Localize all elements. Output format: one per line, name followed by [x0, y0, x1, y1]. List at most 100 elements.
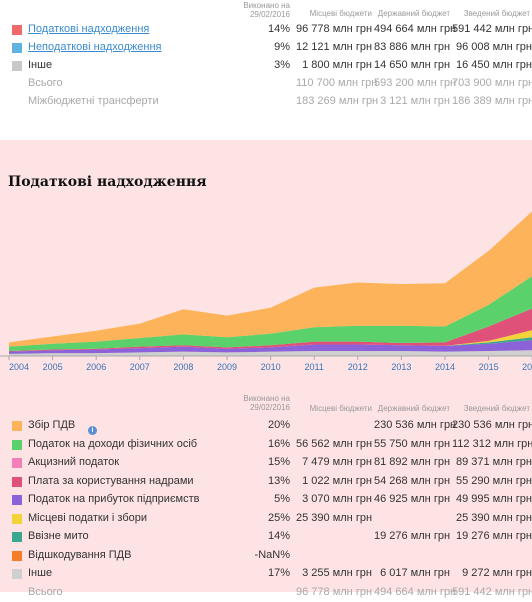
state-budget-value: 46 925 млн грн: [374, 493, 451, 505]
x-tick-label: 2009: [217, 362, 237, 372]
category-label: Ввізне мито: [28, 530, 89, 542]
local-budget-value: 25 390 млн грн: [296, 511, 373, 524]
series-area[interactable]: [9, 211, 532, 347]
consolidated-value: 703 900 млн грн: [452, 77, 532, 89]
table-row: Акцизний податок 15% 7 479 млн грн 81 892 м…: [0, 454, 532, 472]
state-budget-value: 14 650 млн грн: [374, 59, 451, 71]
consolidated-value: 9 272 млн грн: [462, 567, 532, 579]
table-row: Неподаткові надходження 9% 12 121 млн грн 8…: [0, 39, 532, 57]
info-icon[interactable]: i: [88, 426, 97, 435]
header-local: Місцеві бюджети: [309, 9, 372, 18]
category-link[interactable]: Неподаткові надходження: [28, 41, 162, 53]
category-label: Відшкодування ПДВ: [28, 548, 132, 561]
legend-swatch[interactable]: [12, 458, 22, 468]
local-budget-value: 183 269 млн грн: [296, 95, 379, 107]
local-budget-value: 7 479 млн грн: [302, 456, 372, 468]
percent-done: 14%: [267, 23, 290, 35]
x-tick-label: 2008: [173, 362, 193, 372]
percent-done: -NaN%: [254, 548, 290, 561]
local-budget-value: 1 022 млн грн: [302, 474, 372, 487]
x-tick-label: 2007: [130, 362, 150, 372]
legend-swatch[interactable]: [12, 61, 22, 71]
x-tick-label: 2014: [435, 362, 455, 372]
table-row: Плата за користування надрами 13% 1 022 мл…: [0, 473, 532, 491]
transfers-row-label: Міжбюджетні трансферти: [28, 95, 159, 107]
header-consolidated: Зведений бюджет: [463, 9, 530, 18]
x-tick-label: 2012: [348, 362, 368, 372]
legend-swatch[interactable]: [12, 550, 22, 561]
local-budget-value: 3 070 млн грн: [302, 493, 372, 505]
total-row-label: Всього: [28, 77, 63, 89]
series-area[interactable]: [9, 276, 532, 351]
state-budget-value: 19 276 млн грн: [374, 530, 451, 542]
consolidated-value: 19 276 млн грн: [455, 530, 532, 542]
consolidated-value: 230 536 млн грн: [452, 419, 532, 431]
legend-swatch[interactable]: [12, 495, 22, 505]
table-row: Інше 3% 1 800 млн грн 14 650 млн грн 16 450 …: [0, 57, 532, 75]
consolidated-value: 112 312 млн грн: [452, 437, 532, 450]
series-area[interactable]: [9, 350, 532, 356]
legend-swatch[interactable]: [12, 569, 22, 579]
x-tick-label: 2015: [479, 362, 499, 372]
local-budget-value: 3 255 млн грн: [302, 567, 372, 579]
chart-title: Податкові надходження: [8, 174, 207, 190]
tax-revenue-section: Податкові надходження 2004 2005 2006 2007 20…: [0, 140, 532, 598]
x-tick-label: 2016: [522, 362, 532, 372]
x-tick-label: 2013: [391, 362, 411, 372]
category-link[interactable]: Податкові надходження: [28, 23, 150, 35]
local-budget-value: 1 800 млн грн: [302, 59, 372, 71]
local-budget-value: 12 121 млн грн: [296, 41, 373, 53]
percent-done: 25%: [267, 511, 290, 524]
table-row: Ввізне мито 14% 19 276 млн грн 19 276 млн г…: [0, 528, 532, 546]
state-budget-value: 230 536 млн грн: [374, 419, 457, 431]
state-budget-value: 6 017 млн грн: [380, 567, 450, 579]
total-row: Всього 96 778 млн грн 494 664 млн грн 591 4…: [0, 584, 532, 602]
header-state: Державний бюджет: [377, 9, 450, 18]
state-budget-value: 593 200 млн грн: [374, 77, 457, 89]
consolidated-value: 96 008 млн грн: [455, 41, 532, 53]
local-budget-value: 96 778 млн грн: [296, 23, 373, 35]
local-budget-value: 56 562 млн грн: [296, 437, 373, 450]
table-row: Податкові надходження 14% 96 778 млн грн 49…: [0, 21, 532, 39]
x-tick-label: 2011: [305, 362, 324, 372]
category-label: Інше: [28, 59, 53, 71]
percent-done: 17%: [267, 567, 290, 579]
category-label: Плата за користування надрами: [28, 474, 194, 487]
bottom-header-done: Виконано на 29/02/2016: [243, 394, 290, 412]
consolidated-value: 55 290 млн грн: [455, 474, 532, 487]
category-label: Інше: [28, 567, 53, 579]
series-area[interactable]: [9, 340, 532, 354]
percent-done: 9%: [274, 41, 290, 53]
bottom-header-local: Місцеві бюджети: [309, 404, 372, 413]
consolidated-value: 89 371 млн грн: [455, 456, 532, 468]
legend-swatch[interactable]: [12, 43, 22, 53]
legend-swatch[interactable]: [12, 532, 22, 542]
table-row: Податок на доходи фізичних осіб 16% 56 562…: [0, 436, 532, 454]
tax-area-chart: 2004 2005 2006 2007 2008 2009 2010 2011 2012 2013…: [0, 211, 532, 372]
table-row: Інше 17% 3 255 млн грн 6 017 млн грн 9 272 м…: [0, 565, 532, 583]
consolidated-value: 25 390 млн грн: [455, 511, 532, 524]
category-label: Місцеві податки і збори: [28, 511, 148, 524]
legend-swatch[interactable]: [12, 439, 22, 450]
consolidated-value: 591 442 млн грн: [452, 23, 532, 35]
bottom-header-state: Державний бюджет: [377, 404, 450, 413]
table-row: Збір ПДВ i 20% 230 536 млн грн 230 536 млн г…: [0, 417, 532, 435]
state-budget-value: 3 121 млн грн: [380, 95, 450, 107]
legend-swatch[interactable]: [12, 25, 22, 35]
percent-done: 13%: [267, 474, 290, 487]
legend-swatch[interactable]: [12, 513, 22, 524]
consolidated-value: 49 995 млн грн: [455, 493, 532, 505]
state-budget-value: 81 892 млн грн: [374, 456, 451, 468]
percent-done: 15%: [267, 456, 290, 468]
percent-done: 20%: [267, 419, 290, 431]
category-label: Податок на доходи фізичних осіб: [28, 437, 198, 450]
state-budget-value: 54 268 млн грн: [374, 474, 451, 487]
x-tick-label: 2004: [9, 362, 29, 372]
percent-done: 5%: [274, 493, 290, 505]
table-row: Відшкодування ПДВ -NaN%: [0, 547, 532, 565]
percent-done: 14%: [267, 530, 290, 542]
legend-swatch[interactable]: [12, 421, 22, 431]
legend-swatch[interactable]: [12, 476, 22, 487]
consolidated-value: 16 450 млн грн: [455, 59, 532, 71]
percent-done: 16%: [267, 437, 290, 450]
